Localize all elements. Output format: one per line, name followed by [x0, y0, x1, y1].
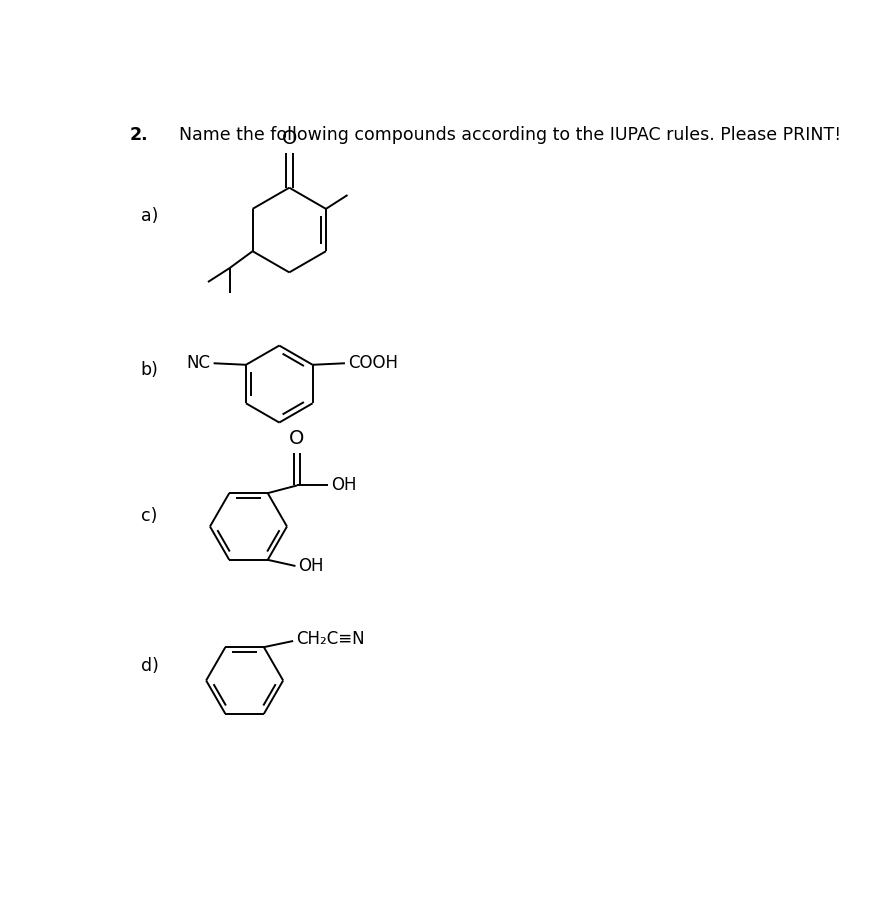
Text: b): b): [141, 361, 159, 379]
Text: a): a): [141, 207, 158, 225]
Text: O: O: [282, 129, 297, 148]
Text: OH: OH: [299, 557, 324, 575]
Text: O: O: [289, 430, 305, 449]
Text: d): d): [141, 658, 159, 675]
Text: Name the following compounds according to the IUPAC rules. Please PRINT!: Name the following compounds according t…: [179, 126, 841, 144]
Text: OH: OH: [331, 476, 357, 495]
Text: NC: NC: [186, 354, 211, 372]
Text: CH₂C≡N: CH₂C≡N: [296, 630, 365, 649]
Text: c): c): [141, 507, 157, 525]
Text: COOH: COOH: [348, 354, 398, 372]
Text: 2.: 2.: [129, 126, 148, 144]
